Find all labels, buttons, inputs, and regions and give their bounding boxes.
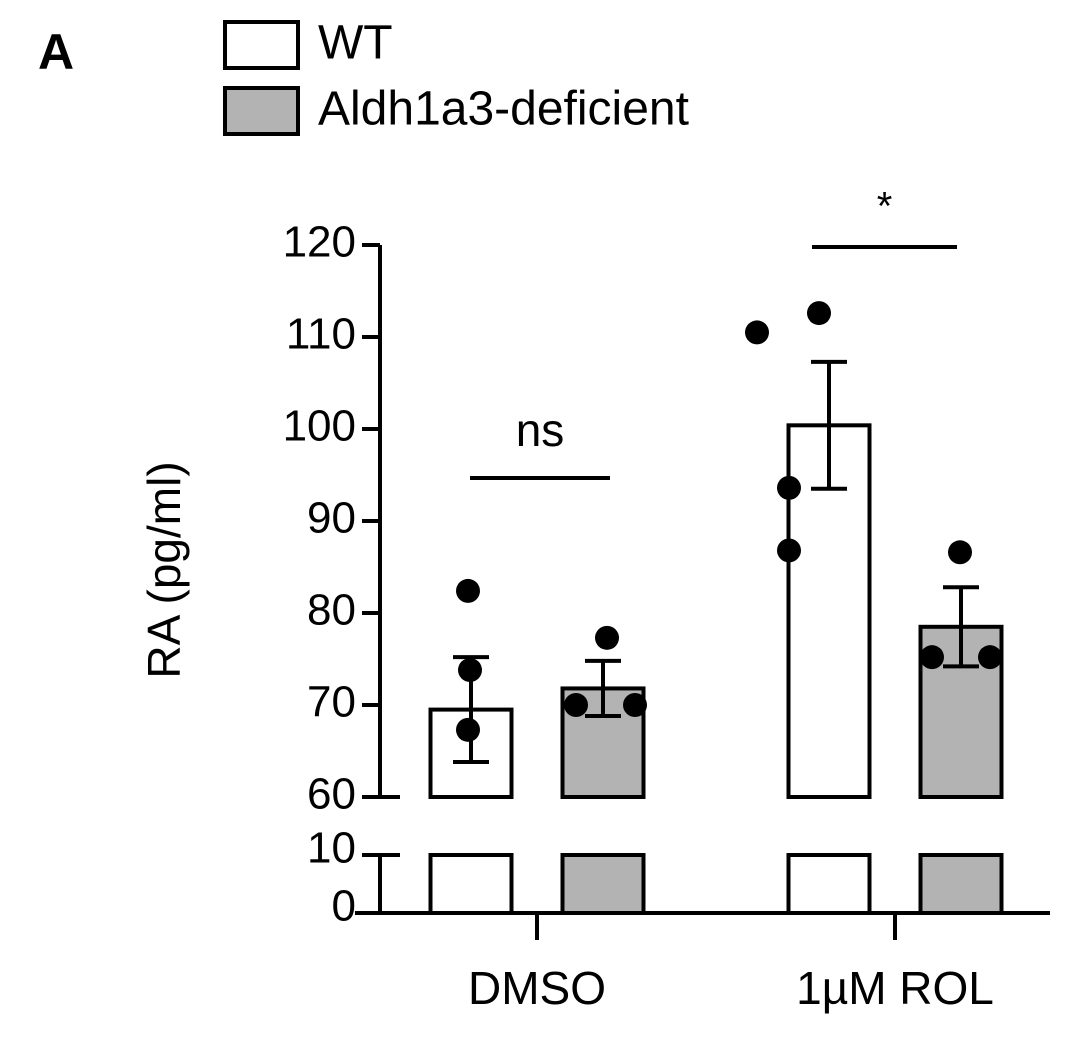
y-tick-label: 10 [307,824,356,873]
data-point [777,475,801,500]
panel-label: A [38,24,74,80]
data-point [564,693,588,717]
data-point [458,658,482,683]
bar-lower [786,853,872,915]
legend-label: Aldh1a3-deficient [318,83,689,136]
data-point [456,578,480,603]
data-point [777,538,801,563]
legend-swatch [223,20,300,70]
data-point [948,540,972,565]
y-tick-label: 110 [286,310,356,359]
y-tick-label: 100 [283,402,356,451]
data-point [978,645,1002,670]
significance-label: ns [516,404,565,456]
bar-lower [428,853,514,915]
y-tick-label: 90 [307,494,356,543]
legend-swatch [223,86,300,136]
bar-lower [918,853,1004,915]
y-tick-label: 60 [307,770,356,819]
data-point [807,301,831,326]
data-point [595,625,619,650]
data-point [920,645,944,670]
bar [786,423,872,799]
legend-label: WT [318,17,393,70]
data-point [623,693,647,717]
y-tick-label: 80 [307,586,356,635]
x-tick-label: 1µM ROL [796,962,994,1014]
y-tick-label: 120 [283,218,356,267]
data-point [456,717,480,742]
data-point [745,320,769,345]
y-tick-label: 0 [332,882,356,931]
bar-lower [560,853,646,915]
y-tick-label: 70 [307,678,356,727]
x-tick-label: DMSO [468,962,606,1014]
significance-label: * [877,185,893,229]
y-axis-label: RA (pg/ml) [138,461,190,678]
